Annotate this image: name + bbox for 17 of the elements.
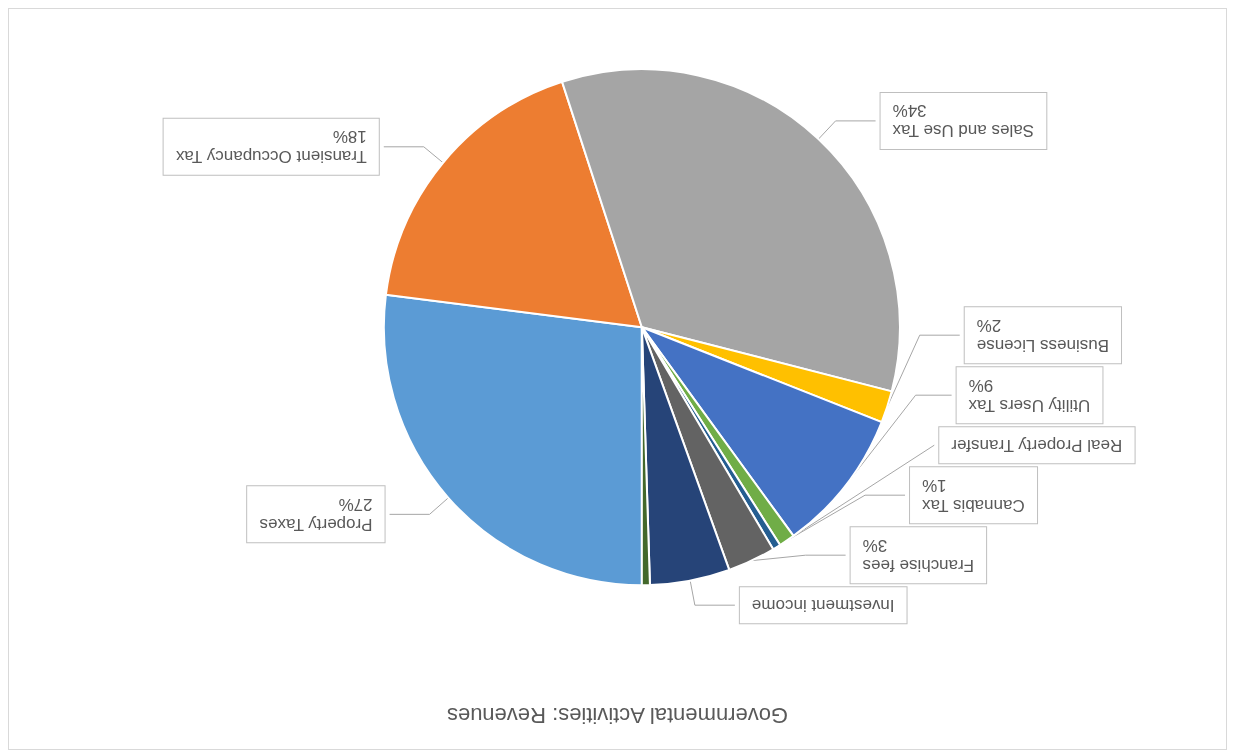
- data-label: 27%: [338, 494, 373, 514]
- data-label: 34%: [892, 101, 927, 121]
- data-label: 3%: [862, 535, 888, 555]
- slice-label: Franchise fees: [862, 555, 975, 575]
- data-label: 9%: [968, 375, 994, 395]
- data-label: 2%: [976, 315, 1002, 335]
- data-label: 18%: [332, 127, 367, 147]
- data-label: 1%: [922, 475, 947, 495]
- slice-label: Cannabis Tax: [921, 495, 1025, 515]
- text: Governmental Activities: Revenues: [446, 702, 789, 728]
- slice-label: Real Property Transfer: [950, 435, 1123, 455]
- slice-label: Business License: [976, 335, 1110, 355]
- slice-label: Sales and Use Tax: [892, 121, 1034, 141]
- slice-label: Transient Occupancy Tax: [175, 147, 367, 167]
- slice-label: Property Taxes: [259, 514, 373, 534]
- slice-label: Utility Users Tax: [968, 395, 1091, 415]
- slice-label: Investment income: [751, 595, 895, 615]
